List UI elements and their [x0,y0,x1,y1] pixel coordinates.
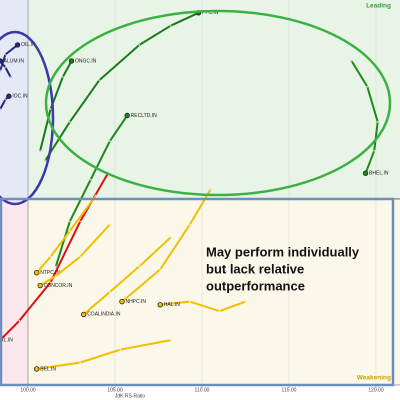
trail-point [39,149,42,152]
point-label: L.IN [4,337,14,343]
trail-point [68,121,71,123]
trail-point [169,236,172,239]
point-label: IOC.IN [12,94,28,100]
trail-point [79,361,82,364]
trail-point [89,178,92,181]
point-label: ALUM.IN [4,58,25,64]
end-point [34,366,40,372]
point-label: HAL.IN [164,302,181,308]
trail-point [4,53,7,56]
trail-point [68,220,71,223]
point-label: CONCOR.IN [44,283,73,289]
trail-point [108,140,111,143]
trail-point [159,268,162,271]
trail-point [4,98,7,101]
trail-point [108,291,111,293]
end-point [0,58,3,64]
trail-point [49,108,52,110]
point-label: OIL.IN [21,42,36,48]
point-label: COALINDIA.IN [87,312,121,318]
trail-point [138,44,141,46]
trail-point [188,223,191,226]
annotation: May perform individually [206,244,360,259]
trail-point [376,121,379,123]
trail-point [169,339,172,341]
annotation: but lack relative [206,261,304,276]
trail [121,188,212,303]
x-tick-label: 120.00 [368,387,384,393]
trail-point [138,265,141,268]
point-label: NTPC.IN [40,270,60,276]
end-point [119,298,125,305]
end-point [80,311,87,318]
point-label: BEL.IN [40,366,56,372]
trail-point [244,300,247,303]
trail-point [350,60,353,62]
x-tick-label: 115.00 [282,387,297,393]
end-point [14,42,21,48]
end-point [124,112,130,119]
trail [82,236,172,316]
trail-point [18,319,21,322]
trail-point [4,66,7,69]
point-label: ONGC.IN [75,58,97,64]
trail-point [366,85,369,88]
trail-point [9,76,12,78]
x-tick-label: 105.00 [107,387,123,393]
weakening-box [0,197,395,387]
quadrant-label: Weakening [357,375,391,382]
x-tick-label: 100.00 [20,387,36,393]
trail [35,194,97,274]
end-point [37,282,43,289]
trail-point [79,220,82,223]
trail-point [94,194,97,197]
trail-point [44,159,47,162]
trail-point [108,223,111,226]
trail-point [68,230,71,232]
trail-point [0,108,2,110]
trail-point [373,149,376,152]
trail-point [169,24,172,27]
trail-point [209,188,212,191]
annotation: outperformance [206,278,305,293]
trail-point [188,300,191,303]
leading-ellipse [44,9,392,197]
end-point [68,58,75,64]
trail [35,339,172,370]
improving-ellipse [0,30,55,206]
trail-point [119,348,122,351]
trail-point [49,255,52,258]
trail-point [61,76,64,78]
trail [159,300,247,313]
trails: OIL.IN ALUM.IN IOC.IN PFC.IN ONGC.IN RECLTD.I… [0,10,389,372]
trail-point [49,281,52,284]
trail-point [79,255,82,258]
trail-point [54,265,57,268]
trail-point [54,275,57,277]
point-label: NHPC.IN [125,299,146,305]
end-point [34,270,40,276]
leading-quadrant [28,0,400,199]
trail [44,11,200,162]
trail [39,60,73,152]
end-point [362,170,369,176]
end-point [6,93,12,99]
trail-point [98,79,101,82]
point-label: BHEL.IN [369,171,389,177]
point-label: RECLTD.IN [131,113,157,119]
point-label: PFC.IN [202,10,219,16]
trail-point [0,69,2,72]
x-tick-label: 110.00 [195,387,210,393]
lagging-quadrant [0,198,29,385]
trail [39,223,111,287]
highlights [0,9,395,387]
x-axis-label: JdK RS-Ratio [115,393,146,399]
trail-point [218,310,221,313]
quadrant-label: Leading [366,3,391,10]
weakening-quadrant [28,198,400,385]
quadrants [0,0,400,385]
end-point [157,302,163,308]
